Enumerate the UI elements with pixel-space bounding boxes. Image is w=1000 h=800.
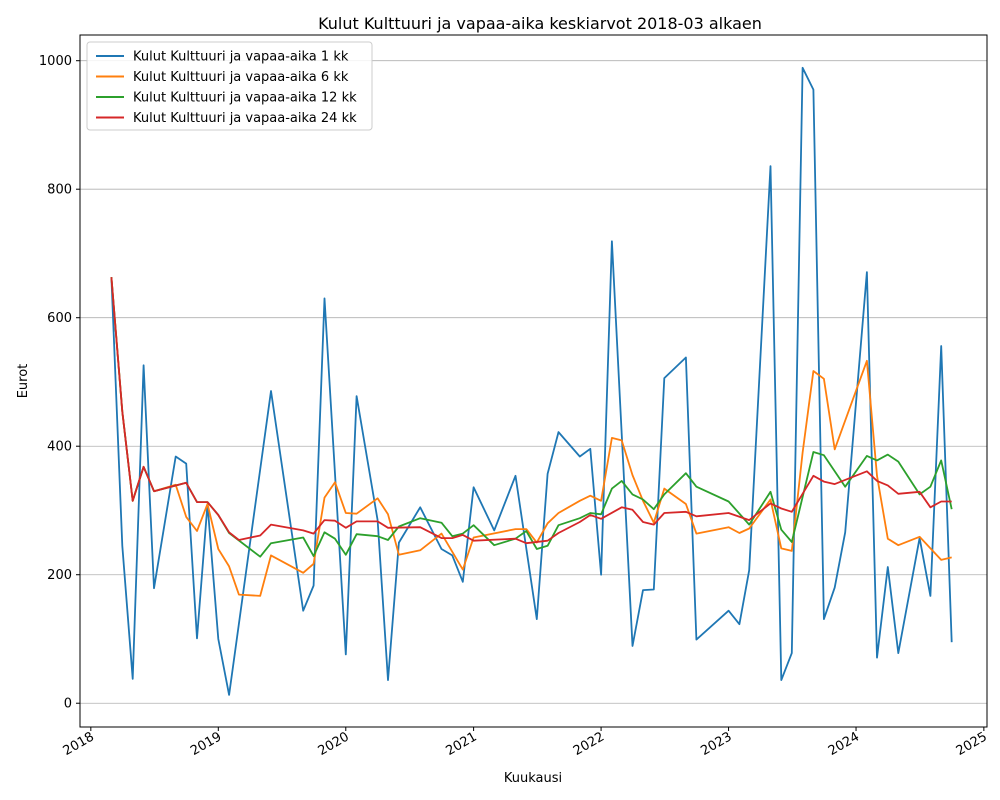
series-line-4 bbox=[110, 277, 952, 545]
series-line-2 bbox=[110, 277, 952, 597]
legend-label: Kulut Kulttuuri ja vapaa-aika 1 kk bbox=[133, 50, 349, 65]
chart-title: Kulut Kulttuuri ja vapaa-aika keskiarvot… bbox=[318, 14, 762, 33]
y-axis-title: Eurot bbox=[16, 364, 31, 399]
y-tick-label: 1000 bbox=[39, 54, 72, 69]
legend-label: Kulut Kulttuuri ja vapaa-aika 24 kk bbox=[133, 111, 357, 126]
x-axis-title: Kuukausi bbox=[504, 771, 562, 786]
y-tick-label: 400 bbox=[47, 440, 72, 455]
series-line-1 bbox=[110, 66, 953, 696]
legend-box bbox=[86, 41, 373, 131]
legend-label: Kulut Kulttuuri ja vapaa-aika 6 kk bbox=[133, 70, 349, 85]
series-lines bbox=[110, 66, 953, 696]
y-tick-label: 600 bbox=[47, 311, 72, 326]
y-tick-label: 800 bbox=[47, 183, 72, 198]
y-tick-label: 0 bbox=[64, 697, 72, 712]
legend-label: Kulut Kulttuuri ja vapaa-aika 12 kk bbox=[133, 91, 357, 106]
y-tick-label: 200 bbox=[47, 568, 72, 583]
plot-area-frame bbox=[79, 34, 988, 728]
legend: Kulut Kulttuuri ja vapaa-aika 1 kk Kulut … bbox=[86, 41, 373, 131]
series-line-3 bbox=[110, 277, 953, 558]
